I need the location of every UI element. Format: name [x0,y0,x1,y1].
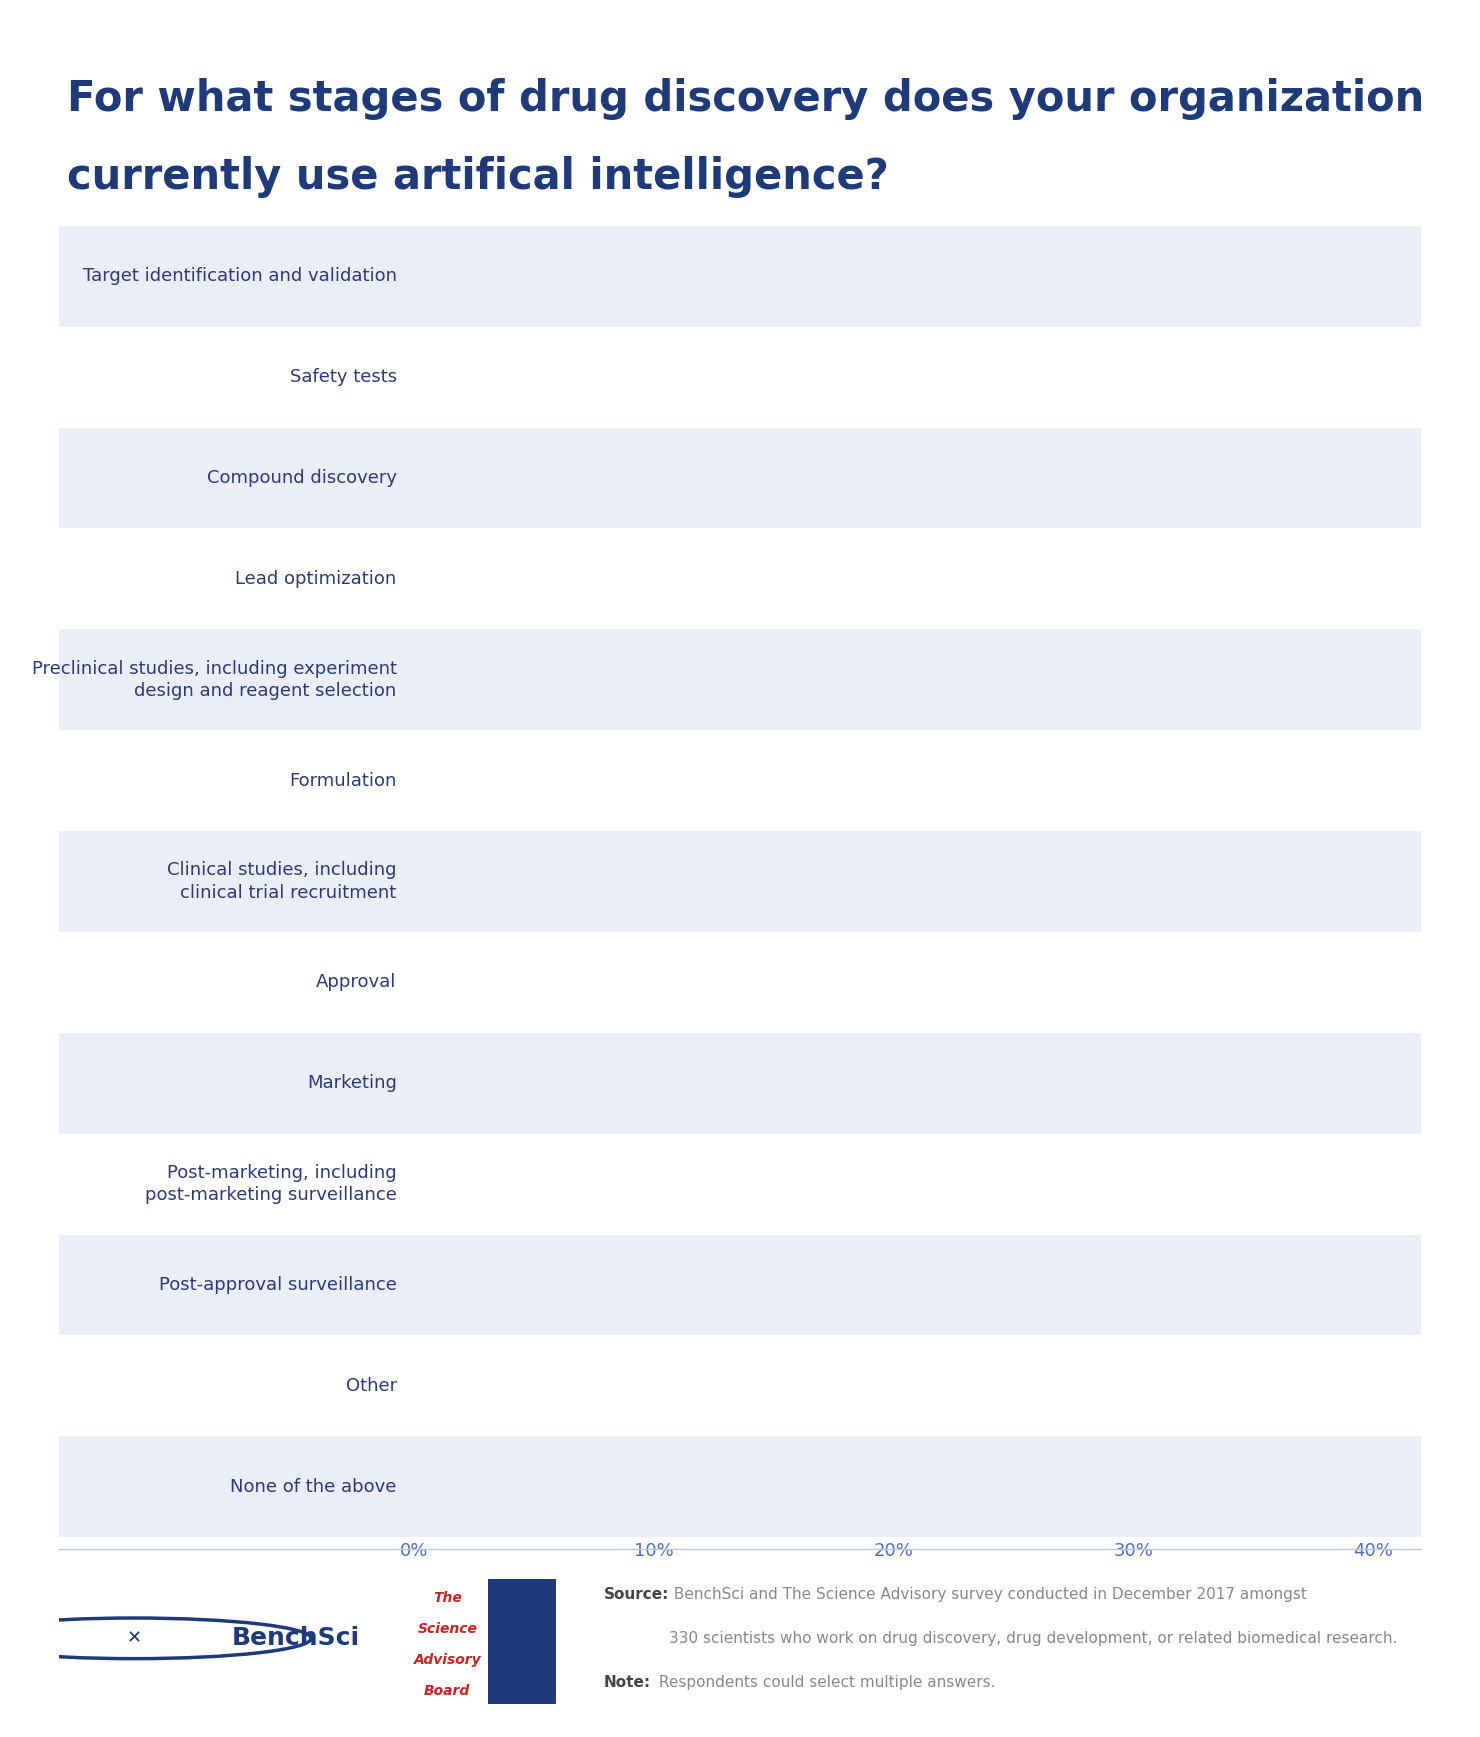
Text: 6%: 6% [522,1073,549,1093]
Text: Clinical studies, including
clinical trial recruitment: Clinical studies, including clinical tri… [167,862,397,902]
Text: Respondents could select multiple answers.: Respondents could select multiple answer… [654,1674,996,1690]
Bar [59,933,1421,1034]
Text: 3%: 3% [450,1478,477,1496]
Text: currently use artifical intelligence?: currently use artifical intelligence? [67,156,888,198]
Bar [414,1357,511,1416]
Text: Target identification and validation: Target identification and validation [83,267,397,285]
Bar [414,954,678,1011]
Bar [59,1436,1421,1537]
Text: BenchSci and The Science Advisory survey conducted in December 2017 amongst: BenchSci and The Science Advisory survey… [669,1588,1307,1602]
Text: The: The [432,1591,462,1605]
Text: Source:: Source: [604,1588,669,1602]
Bar [59,1336,1421,1436]
Text: BenchSci: BenchSci [232,1626,360,1650]
Text: For what stages of drug discovery does your organization: For what stages of drug discovery does y… [67,78,1424,120]
Bar [59,1235,1421,1336]
Bar [488,1579,556,1704]
Text: Science: Science [417,1622,477,1636]
Bar [414,1457,487,1516]
Text: 40%: 40% [1326,267,1363,285]
Text: Note:: Note: [604,1674,651,1690]
Bar [414,549,1014,608]
Bar [59,830,1421,933]
Text: 25%: 25% [966,570,1003,587]
Bar [59,1034,1421,1134]
Bar [414,853,774,910]
Bar [414,752,774,809]
Text: None of the above: None of the above [231,1478,397,1496]
Text: Other: Other [345,1377,397,1395]
Text: 4%: 4% [475,1377,500,1395]
Bar [59,528,1421,629]
Bar [59,427,1421,528]
Text: ✕: ✕ [126,1629,142,1647]
Text: 330 scientists who work on drug discovery, drug development, or related biomedic: 330 scientists who work on drug discover… [669,1631,1397,1647]
Text: Board: Board [425,1685,471,1699]
Bar [414,1155,534,1214]
Bar [59,327,1421,427]
Bar [414,1256,534,1315]
Text: 29%: 29% [1063,469,1100,486]
Text: 11%: 11% [632,973,669,992]
Bar [414,448,1110,507]
Text: Lead optimization: Lead optimization [235,570,397,587]
Bar [59,226,1421,327]
Text: Preclinical studies, including experiment
design and reagent selection: Preclinical studies, including experimen… [31,660,397,700]
Text: Safety tests: Safety tests [290,368,397,386]
Text: 34%: 34% [1183,368,1220,386]
Text: Advisory: Advisory [413,1654,481,1668]
Bar [414,347,1228,406]
Bar [414,651,918,709]
Text: Post-approval surveillance: Post-approval surveillance [158,1277,397,1294]
Text: 5%: 5% [499,1277,524,1294]
Bar [414,247,1373,306]
Text: 21%: 21% [872,670,909,690]
Bar [414,1054,558,1112]
Text: 5%: 5% [499,1176,524,1193]
Text: Compound discovery: Compound discovery [207,469,397,486]
Text: Marketing: Marketing [306,1073,397,1093]
Bar [59,1134,1421,1235]
Bar [59,730,1421,830]
Text: Post-marketing, including
post-marketing surveillance: Post-marketing, including post-marketing… [145,1164,397,1204]
Text: Approval: Approval [317,973,397,992]
Text: Formulation: Formulation [289,771,397,790]
Text: 15%: 15% [728,872,764,891]
Text: 15%: 15% [728,771,764,790]
Bar [59,629,1421,730]
